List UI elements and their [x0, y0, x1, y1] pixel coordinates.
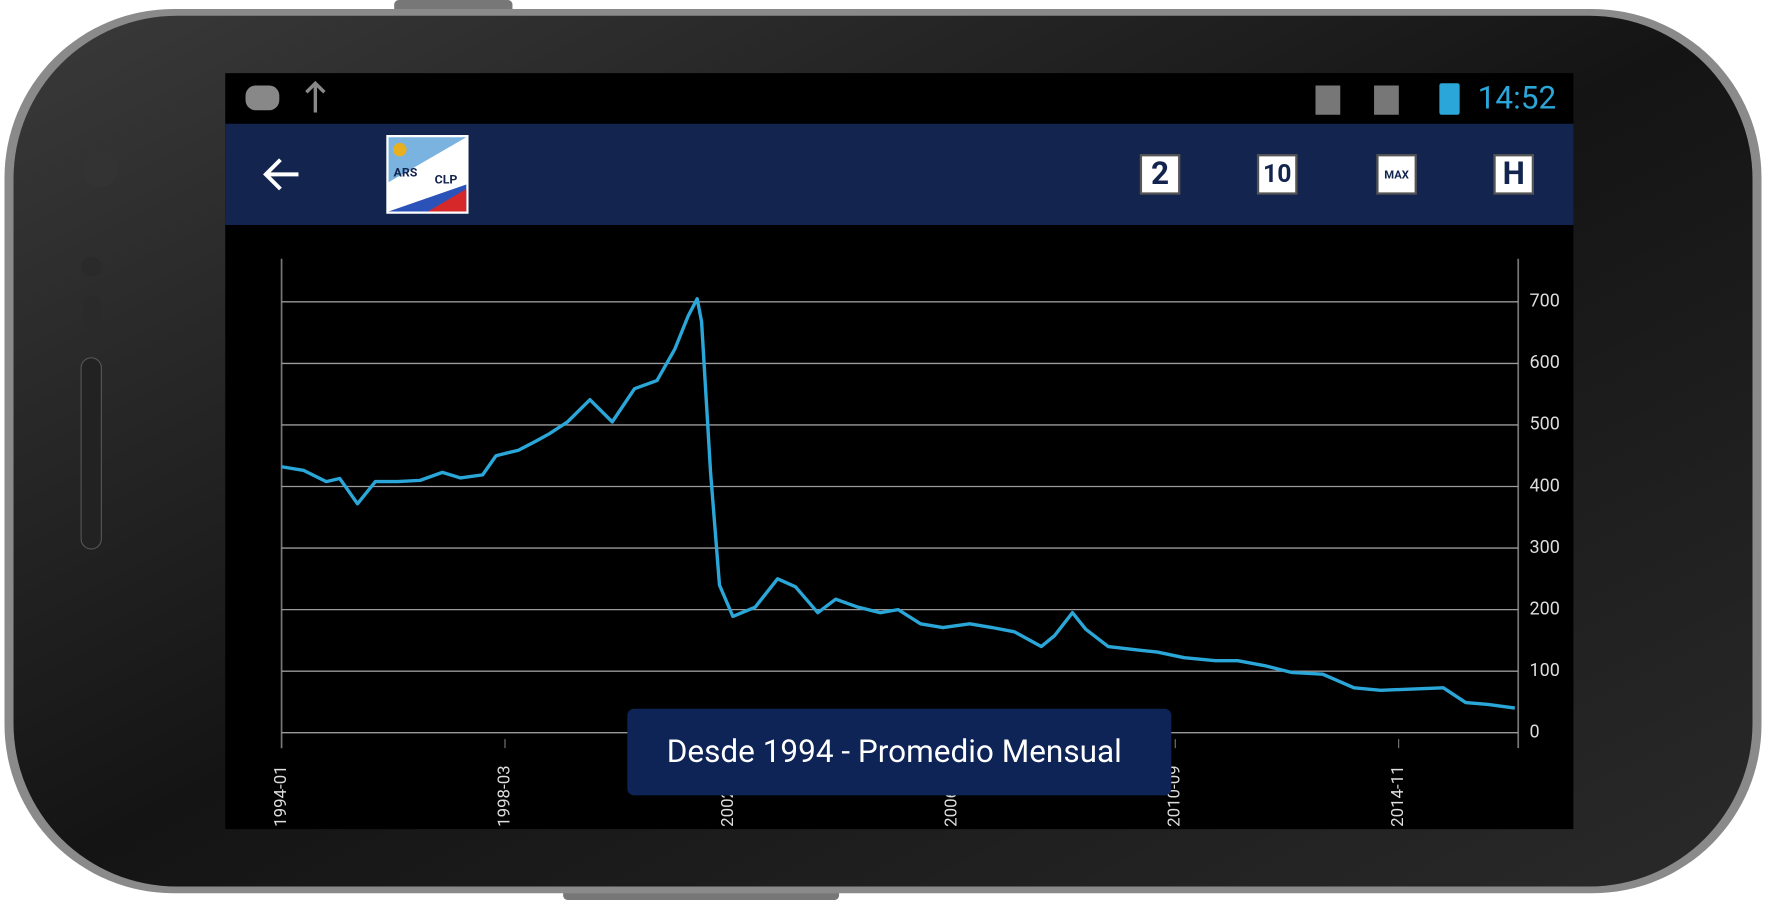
- logo-text: ARS: [394, 167, 418, 181]
- toast: [627, 708, 1172, 796]
- y-tick-label: 200: [1529, 598, 1559, 619]
- y-tick-label: 400: [1529, 475, 1559, 496]
- sensor: [83, 295, 102, 330]
- action-button[interactable]: H: [1493, 154, 1534, 195]
- app-logo: ARS CLP: [386, 135, 469, 214]
- action-button[interactable]: MAX: [1376, 154, 1417, 195]
- actions: 2 10 MAX H: [1139, 154, 1534, 195]
- y-tick-label: 300: [1529, 537, 1559, 558]
- signal-icon: [1315, 85, 1341, 115]
- action-label: H: [1503, 155, 1525, 192]
- toast-text: Desde 1994 - Promedio Mensual: [667, 733, 1122, 770]
- camera: [82, 150, 119, 187]
- y-tick-label: 100: [1529, 660, 1559, 681]
- battery-icon: [1439, 83, 1460, 115]
- logo-sun: [393, 142, 407, 157]
- logo-flag: [427, 189, 467, 212]
- sensor: [81, 256, 102, 277]
- action-frame: [1256, 154, 1298, 195]
- usb-icon: [305, 80, 326, 113]
- y-tick-label: 0: [1529, 721, 1539, 742]
- android-icon: [245, 85, 280, 111]
- back-button[interactable]: [263, 158, 299, 191]
- clock: 14:52: [1478, 79, 1556, 116]
- y-tick-label: 500: [1529, 414, 1559, 435]
- action-frame: [1139, 154, 1181, 195]
- action-button[interactable]: 10: [1256, 154, 1298, 195]
- logo-flag: [388, 137, 467, 183]
- action-label: MAX: [1384, 168, 1410, 181]
- y-tick-label: 700: [1529, 291, 1559, 312]
- action-frame: [1376, 154, 1417, 195]
- action-button[interactable]: 2: [1139, 154, 1181, 195]
- status-bar: 14:52: [245, 79, 1556, 116]
- logo-text: CLP: [435, 173, 458, 187]
- x-tick-label: 2014-11: [1388, 765, 1408, 827]
- action-frame: [1493, 154, 1534, 195]
- action-label: 2: [1151, 155, 1169, 192]
- y-tick-label: 600: [1529, 352, 1559, 373]
- speaker: [80, 357, 102, 550]
- x-tick-label: 1998-03: [494, 765, 514, 827]
- signal-icon: [1374, 85, 1399, 115]
- line-series: [281, 297, 1516, 710]
- x-tick-label: 1994-01: [271, 765, 291, 827]
- action-label: 10: [1263, 160, 1291, 189]
